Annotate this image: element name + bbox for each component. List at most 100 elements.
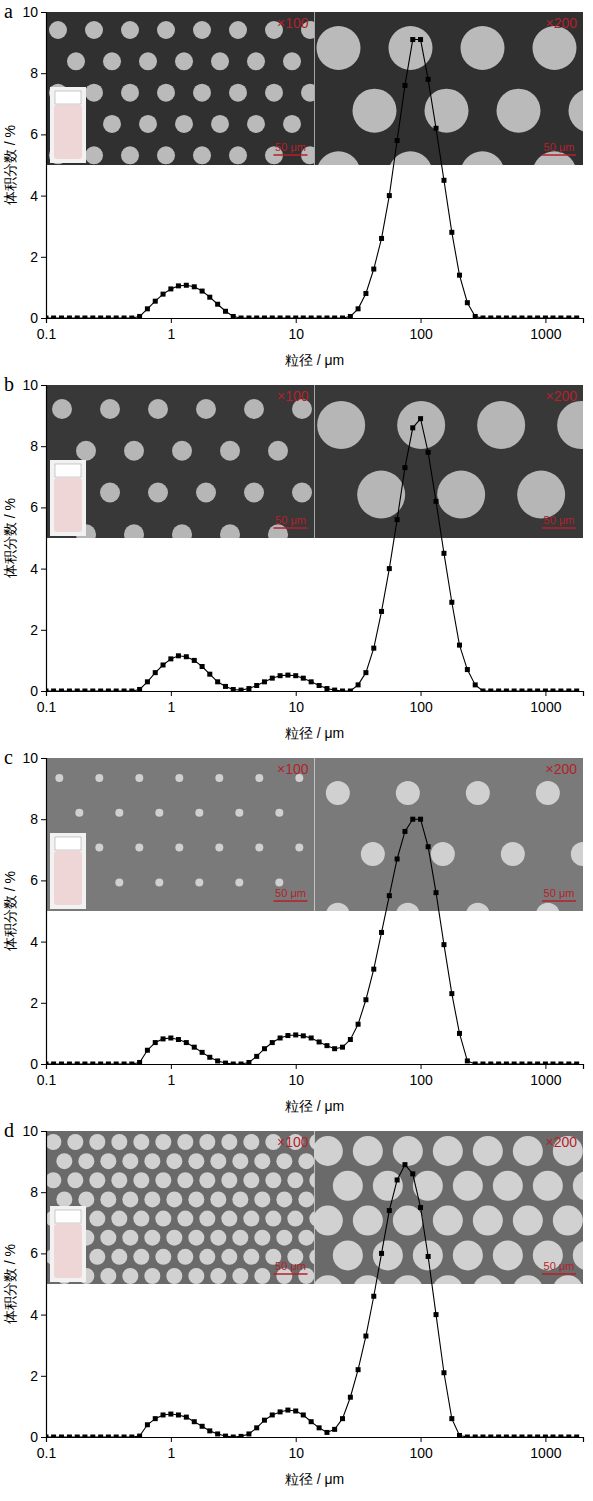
droplet xyxy=(315,1206,343,1236)
x-tick-mark xyxy=(545,691,546,696)
data-point xyxy=(332,1427,337,1432)
micrograph xyxy=(315,1131,584,1284)
x-tick-label: 100 xyxy=(409,1445,433,1461)
data-point xyxy=(82,1062,87,1065)
droplet xyxy=(287,1172,303,1188)
y-tick: 2 xyxy=(30,249,46,265)
data-point xyxy=(434,890,439,895)
data-point xyxy=(223,684,228,689)
droplet xyxy=(148,399,168,419)
jar-photo-bg xyxy=(50,87,86,163)
jar-body xyxy=(54,478,82,532)
jar-photo xyxy=(50,460,86,536)
data-point xyxy=(145,679,150,684)
series-line xyxy=(46,40,577,318)
droplet xyxy=(100,1153,116,1169)
micrograph-bg xyxy=(315,12,584,165)
droplet xyxy=(196,483,216,503)
data-point xyxy=(324,316,329,319)
y-tick-mark xyxy=(41,1315,46,1316)
micrograph xyxy=(46,385,315,538)
jar-photo xyxy=(50,833,86,909)
data-point xyxy=(82,1435,87,1438)
x-tick: 0.1 xyxy=(37,1064,57,1088)
droplet xyxy=(283,52,301,70)
droplet xyxy=(413,1240,443,1270)
y-tick-label: 2 xyxy=(30,249,38,265)
droplet xyxy=(67,1134,83,1150)
x-axis-title: 粒径 / μm xyxy=(285,1471,344,1487)
droplet xyxy=(95,774,103,782)
data-point xyxy=(98,316,103,319)
droplet xyxy=(493,1171,523,1201)
micrograph-insets xyxy=(46,385,593,544)
data-area xyxy=(46,817,579,1064)
data-point xyxy=(51,316,56,319)
data-point xyxy=(184,1040,189,1045)
droplet xyxy=(56,1191,72,1207)
data-point xyxy=(379,609,384,614)
x-tick: 10 xyxy=(288,1064,304,1088)
y-tick: 6 xyxy=(30,126,46,142)
data-point xyxy=(239,1062,244,1065)
y-tick-label: 10 xyxy=(22,1123,38,1139)
scale-bar xyxy=(274,1273,308,1275)
data-point xyxy=(51,1062,56,1065)
x-tick-mark xyxy=(296,1064,297,1069)
droplet xyxy=(466,781,490,805)
data-point xyxy=(512,1062,517,1065)
data-point xyxy=(137,687,142,691)
micrograph xyxy=(46,1131,315,1284)
droplet xyxy=(155,878,163,886)
droplet xyxy=(221,1211,237,1227)
y-tick-label: 6 xyxy=(30,126,38,142)
droplet xyxy=(100,1268,116,1284)
data-point xyxy=(449,1416,454,1421)
droplet xyxy=(175,844,183,852)
panel-label: d xyxy=(4,1119,14,1141)
data-point xyxy=(566,689,571,692)
y-tick-label: 0 xyxy=(30,683,38,699)
droplet xyxy=(177,1211,193,1227)
data-point xyxy=(262,1046,267,1051)
droplet xyxy=(196,399,216,419)
data-point xyxy=(371,646,376,651)
droplet xyxy=(67,1172,83,1188)
droplet xyxy=(298,1230,314,1246)
droplet xyxy=(139,115,157,133)
x-tick-mark xyxy=(545,318,546,323)
droplet xyxy=(85,21,103,39)
y-tick: 2 xyxy=(30,995,46,1011)
data-point xyxy=(535,1062,540,1065)
magnification-label: ×200 xyxy=(545,1134,577,1150)
droplet xyxy=(276,1153,292,1169)
droplet xyxy=(298,1191,314,1207)
droplet xyxy=(133,1172,149,1188)
micrograph-bg xyxy=(46,1131,315,1284)
droplet xyxy=(210,1153,226,1169)
data-point xyxy=(473,1062,478,1065)
data-point xyxy=(441,942,446,947)
x-tick-mark xyxy=(545,1064,546,1069)
y-tick-mark xyxy=(41,446,46,447)
y-tick-label: 10 xyxy=(22,4,38,20)
data-point xyxy=(278,1409,283,1414)
data-point xyxy=(262,1418,267,1423)
data-point xyxy=(496,1435,501,1438)
droplet xyxy=(155,1211,171,1227)
data-area xyxy=(46,37,579,318)
y-tick-label: 4 xyxy=(30,188,38,204)
data-point xyxy=(67,316,72,319)
droplet xyxy=(396,781,420,805)
data-point xyxy=(293,673,298,678)
droplet xyxy=(254,1268,270,1284)
data-point xyxy=(75,689,80,692)
droplet xyxy=(333,1171,363,1201)
data-point xyxy=(356,1367,361,1372)
data-point xyxy=(473,1435,478,1438)
y-tick-mark xyxy=(41,12,46,13)
droplet xyxy=(254,1191,270,1207)
droplet xyxy=(148,483,168,503)
jar-body xyxy=(54,1224,82,1278)
data-point xyxy=(223,309,228,314)
